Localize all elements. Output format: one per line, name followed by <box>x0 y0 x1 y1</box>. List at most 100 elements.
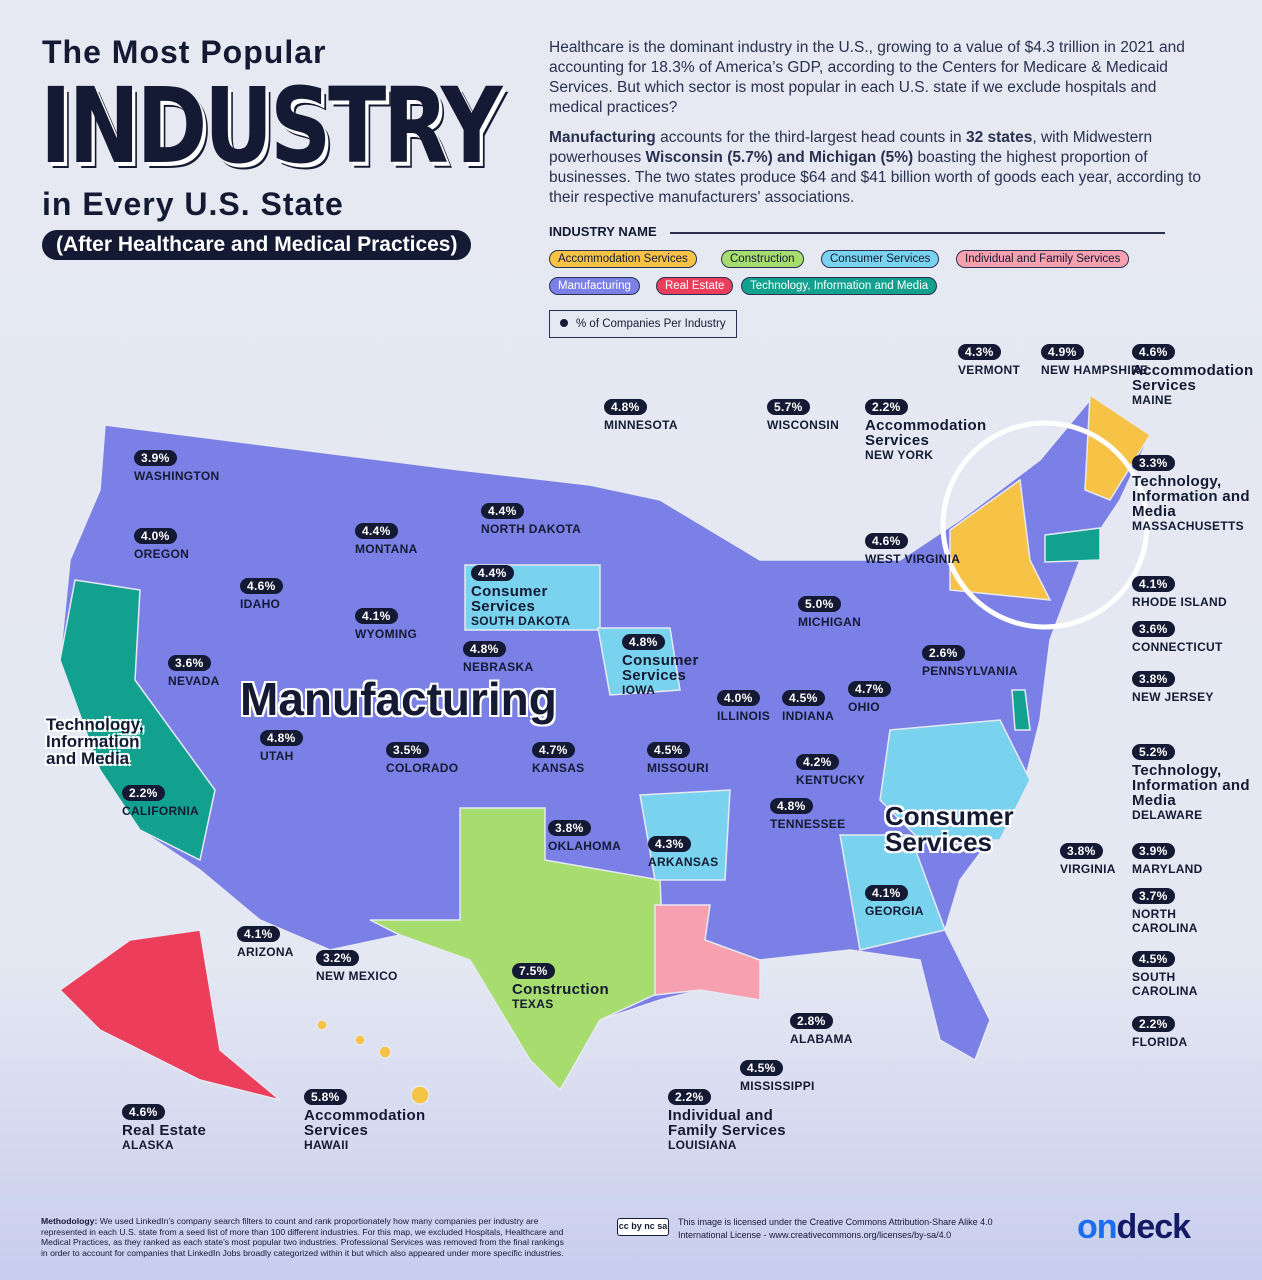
percent-badge: 4.8% <box>622 634 665 650</box>
percent-badge: 3.9% <box>1132 843 1175 859</box>
percent-badge: 3.5% <box>386 742 429 758</box>
state-label: 3.8% NEW JERSEY <box>1132 671 1242 704</box>
state-new-york <box>949 478 1052 601</box>
logo-on: on <box>1077 1208 1118 1246</box>
state-name: INDIANA <box>782 709 835 723</box>
state-label: 4.5% MISSISSIPPI <box>740 1060 850 1093</box>
state-virginia-north-carolina <box>879 719 1031 841</box>
legend-item: Consumer Services <box>821 250 940 268</box>
percent-badge: 4.4% <box>471 565 514 581</box>
state-name: TENNESSEE <box>770 817 846 831</box>
percent-badge: 4.8% <box>770 798 813 814</box>
state-name: GEORGIA <box>865 904 924 918</box>
percent-badge: 4.5% <box>1132 951 1175 967</box>
state-label: 4.4% Consumer Services SOUTH DAKOTA <box>471 565 601 628</box>
state-name: MINNESOTA <box>604 418 678 432</box>
percent-badge: 2.2% <box>865 399 908 415</box>
legend-item: Real Estate <box>656 277 734 295</box>
percent-badge: 2.2% <box>1132 1016 1175 1032</box>
state-label: 5.0% MICHIGAN <box>798 596 908 629</box>
region-label-manufacturing: Manufacturing <box>240 673 557 725</box>
state-name: OREGON <box>134 547 190 561</box>
state-label: 4.7% KANSAS <box>532 742 642 775</box>
state-name: NEW YORK <box>865 448 934 462</box>
state-label: 4.8% UTAH <box>260 730 370 763</box>
intro-bold: 32 states <box>965 129 1033 146</box>
intro-paragraph-1: Healthcare is the dominant industry in t… <box>549 39 1185 116</box>
state-label: 2.2% FLORIDA <box>1132 1016 1242 1049</box>
industry-name: Accommodation Services <box>304 1107 426 1139</box>
title-main: INDUSTRY <box>40 65 503 187</box>
percent-badge: 2.2% <box>668 1089 711 1105</box>
state-name: WEST VIRGINIA <box>865 552 961 566</box>
state-label: 4.4% NORTH DAKOTA <box>481 503 591 536</box>
state-name: VERMONT <box>958 363 1021 377</box>
state-name: MICHIGAN <box>798 615 862 629</box>
license-text: This image is licensed under the Creativ… <box>678 1217 993 1240</box>
legend-divider <box>670 232 1165 234</box>
percent-badge: 4.1% <box>237 926 280 942</box>
state-alaska <box>58 929 281 1101</box>
state-label: 5.2% Technology, Information and Media DEL… <box>1132 744 1262 822</box>
state-label: 4.6% IDAHO <box>240 578 350 611</box>
industry-name: Accommodation Services <box>1132 362 1254 394</box>
state-name: DELAWARE <box>1132 808 1203 822</box>
state-louisiana <box>654 904 761 1001</box>
state-label: 4.0% ILLINOIS <box>717 690 827 723</box>
state-label: 3.8% VIRGINIA <box>1060 843 1170 876</box>
methodology-label: Methodology: <box>41 1216 98 1226</box>
intro-text: boasting the highest proportion of busin… <box>549 149 1201 206</box>
creative-commons-icon: cc by nc sa <box>617 1218 669 1236</box>
state-label: 4.2% KENTUCKY <box>796 754 906 787</box>
state-label: 4.3% ARKANSAS <box>648 836 758 869</box>
state-label: 4.6% WEST VIRGINIA <box>865 533 975 566</box>
northeast-zoom-circle <box>940 420 1150 630</box>
state-name: WYOMING <box>355 627 418 641</box>
percent-badge: 3.9% <box>134 450 177 466</box>
percent-badge: 4.8% <box>260 730 303 746</box>
state-name: ALABAMA <box>790 1032 853 1046</box>
state-name: NEBRASKA <box>463 660 534 674</box>
legend-item: Construction <box>721 250 804 268</box>
state-name: MONTANA <box>355 542 418 556</box>
state-label: 3.6% CONNECTICUT <box>1132 621 1242 654</box>
state-label: 4.5% MISSOURI <box>647 742 757 775</box>
industry-name: Technology, Information and Media <box>1132 762 1250 809</box>
percent-badge: 3.2% <box>316 950 359 966</box>
percent-badge: 4.1% <box>1132 576 1175 592</box>
percent-badge: 4.4% <box>481 503 524 519</box>
percent-badge: 2.2% <box>122 785 165 801</box>
state-label: 4.6% Real Estate ALASKA <box>122 1104 252 1152</box>
percent-badge: 4.6% <box>865 533 908 549</box>
legend-item: Accommodation Services <box>549 250 697 268</box>
percent-badge: 4.5% <box>782 690 825 706</box>
state-name: RHODE ISLAND <box>1132 595 1227 609</box>
state-name: TEXAS <box>512 997 554 1011</box>
state-label: 3.5% COLORADO <box>386 742 496 775</box>
state-name: FLORIDA <box>1132 1035 1188 1049</box>
state-label: 4.8% NEBRASKA <box>463 641 573 674</box>
state-name: NORTH DAKOTA <box>481 522 582 536</box>
percent-badge: 4.1% <box>355 608 398 624</box>
state-label: 3.6% NEVADA <box>168 655 278 688</box>
percent-badge: 4.5% <box>740 1060 783 1076</box>
state-label: 5.8% Accommodation Services HAWAII <box>304 1089 434 1152</box>
state-label: 4.3% VERMONT <box>958 344 1068 377</box>
logo-deck: deck <box>1116 1208 1191 1246</box>
intro-paragraph-2: Manufacturing accounts for the third-lar… <box>549 128 1209 208</box>
state-label: 2.6% PENNSYLVANIA <box>922 645 1032 678</box>
state-name: OKLAHOMA <box>548 839 622 853</box>
state-label: 3.9% MARYLAND <box>1132 843 1242 876</box>
state-label: 3.2% NEW MEXICO <box>316 950 426 983</box>
state-california <box>59 579 216 862</box>
industry-name: Real Estate <box>122 1122 207 1139</box>
state-label: 4.7% OHIO <box>848 681 958 714</box>
methodology: Methodology: We used LinkedIn’s company … <box>41 1216 571 1258</box>
state-hawaii <box>354 1034 366 1046</box>
state-massachusetts <box>1044 527 1101 563</box>
percent-badge: 5.7% <box>767 399 810 415</box>
state-label: 7.5% Construction TEXAS <box>512 963 642 1011</box>
percent-badge: 4.8% <box>463 641 506 657</box>
state-name: MAINE <box>1132 393 1173 407</box>
state-name: NEW MEXICO <box>316 969 398 983</box>
